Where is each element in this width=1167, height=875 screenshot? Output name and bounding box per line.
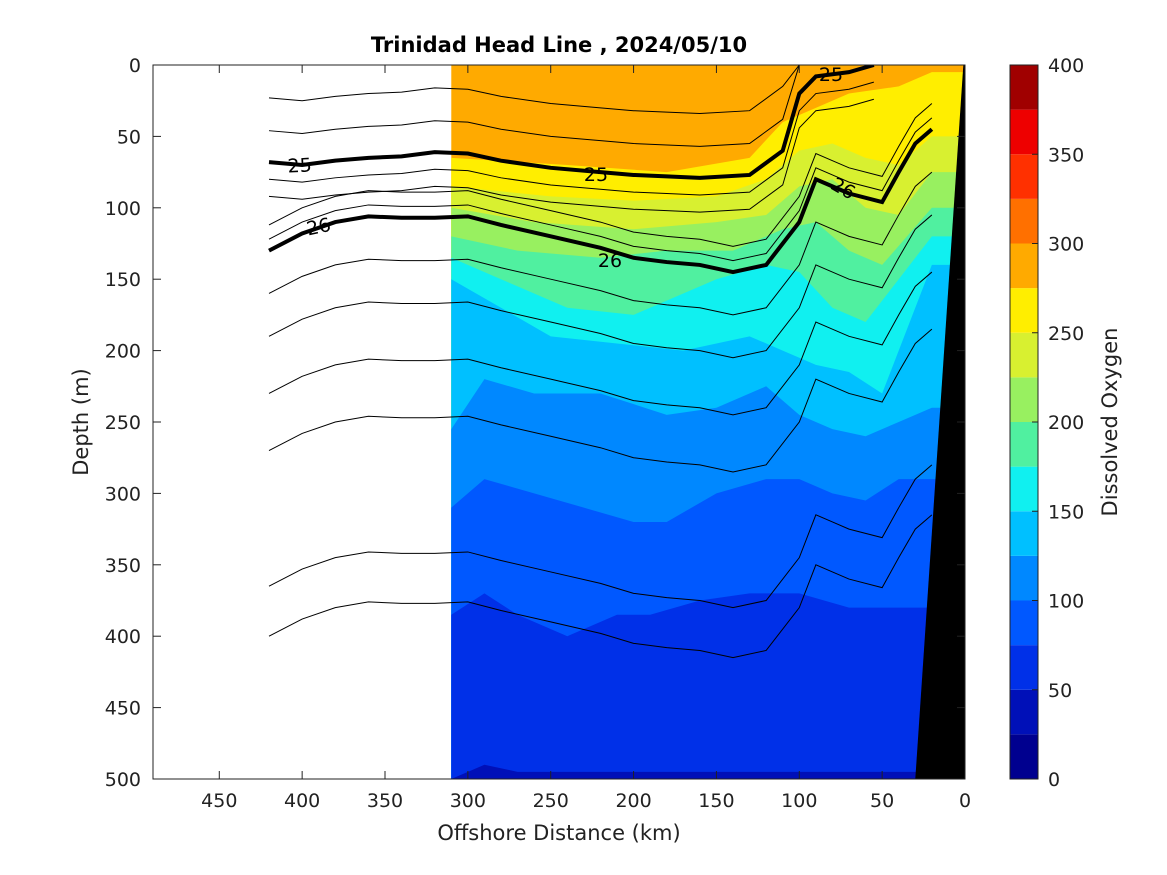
colorbar-tick-label: 300 bbox=[1048, 234, 1084, 256]
colorbar-swatch bbox=[1010, 377, 1038, 422]
isopycnal-26 bbox=[268, 127, 934, 275]
contour-label-26: 26 bbox=[598, 250, 622, 272]
colorbar-swatch bbox=[1010, 689, 1038, 735]
x-tick-label: 250 bbox=[533, 790, 569, 812]
x-axis-title: Offshore Distance (km) bbox=[437, 821, 680, 845]
x-tick-label: 0 bbox=[959, 790, 971, 812]
colorbar-tick-label: 50 bbox=[1048, 680, 1072, 702]
colorbar-swatch bbox=[1010, 198, 1038, 244]
seafloor bbox=[915, 65, 965, 779]
isopycnal-thin bbox=[268, 103, 933, 247]
thin-isopycnals bbox=[268, 65, 933, 659]
y-tick-label: 300 bbox=[105, 483, 141, 505]
colorbar-swatch bbox=[1010, 109, 1038, 155]
x-tick-label: 450 bbox=[201, 790, 237, 812]
bold-isopycnals bbox=[268, 65, 934, 275]
isopycnal-thin bbox=[268, 65, 874, 115]
chart-title: Trinidad Head Line , 2024/05/10 bbox=[371, 33, 747, 57]
colorbar-swatch bbox=[1010, 422, 1038, 467]
colorbar-swatch bbox=[1010, 511, 1038, 556]
isopycnal-thin bbox=[268, 271, 933, 416]
y-axis-ticks: 0 50 100 150 200 250 300 350 400 450 500 bbox=[105, 55, 965, 791]
isopycnal-thin bbox=[268, 98, 874, 213]
contour-labels: 25 25 25 26 26 26 bbox=[287, 64, 859, 272]
colorbar-tick-label: 400 bbox=[1048, 55, 1084, 77]
y-tick-label: 350 bbox=[105, 555, 141, 577]
x-axis-ticks: 450 400 350 300 250 200 150 100 50 0 bbox=[201, 65, 971, 812]
y-tick-label: 500 bbox=[105, 769, 141, 791]
colorbar-swatch bbox=[1010, 734, 1038, 779]
isopycnal-thin bbox=[268, 464, 933, 609]
contour-label-25: 25 bbox=[287, 154, 312, 177]
colorbar-ticks: 0 50 100 150 200 250 300 350 400 bbox=[1032, 55, 1084, 791]
contour-label-26: 26 bbox=[305, 214, 333, 241]
x-tick-label: 200 bbox=[615, 790, 651, 812]
isopycnal-25 bbox=[268, 65, 875, 180]
seafloor-bathymetry bbox=[915, 65, 965, 779]
isopycnal-thin bbox=[268, 171, 933, 316]
contour-label-25: 25 bbox=[819, 64, 843, 86]
colorbar bbox=[1010, 65, 1038, 779]
x-tick-label: 350 bbox=[367, 790, 403, 812]
y-tick-label: 100 bbox=[105, 198, 141, 220]
colorbar-swatch bbox=[1010, 466, 1038, 512]
isopycnal-thin bbox=[268, 65, 874, 147]
y-tick-label: 450 bbox=[105, 698, 141, 720]
colorbar-tick-label: 200 bbox=[1048, 412, 1084, 434]
y-tick-label: 250 bbox=[105, 412, 141, 434]
colorbar-tick-label: 0 bbox=[1048, 769, 1060, 791]
x-tick-label: 150 bbox=[698, 790, 734, 812]
oxygen-band-50 bbox=[451, 593, 965, 779]
y-tick-label: 200 bbox=[105, 341, 141, 363]
y-tick-label: 400 bbox=[105, 626, 141, 648]
isopycnal-thin bbox=[268, 81, 874, 196]
isopycnal-thin bbox=[268, 214, 933, 359]
contour-label-25: 25 bbox=[584, 164, 608, 186]
colorbar-swatch bbox=[1010, 600, 1038, 646]
colorbar-tick-label: 100 bbox=[1048, 591, 1084, 613]
x-tick-label: 100 bbox=[781, 790, 817, 812]
colorbar-tick-label: 150 bbox=[1048, 501, 1084, 523]
x-tick-label: 400 bbox=[284, 790, 320, 812]
isopycnal-thin bbox=[268, 514, 933, 659]
y-tick-label: 0 bbox=[129, 55, 141, 77]
oxygen-field bbox=[451, 65, 965, 779]
colorbar-swatch bbox=[1010, 65, 1038, 110]
isopycnal-thin bbox=[268, 328, 933, 473]
colorbar-swatch bbox=[1010, 555, 1038, 601]
x-tick-label: 50 bbox=[870, 790, 894, 812]
oxygen-band-25 bbox=[451, 764, 965, 779]
y-axis-title: Depth (m) bbox=[69, 368, 93, 475]
colorbar-swatch bbox=[1010, 332, 1038, 378]
colorbar-title: Dissolved Oxygen bbox=[1098, 328, 1122, 517]
x-tick-label: 300 bbox=[450, 790, 486, 812]
colorbar-tick-label: 250 bbox=[1048, 323, 1084, 345]
isopycnal-thin bbox=[268, 117, 933, 262]
colorbar-swatch bbox=[1010, 154, 1038, 199]
colorbar-swatch bbox=[1010, 288, 1038, 333]
colorbar-swatch bbox=[1010, 645, 1038, 690]
y-tick-label: 150 bbox=[105, 269, 141, 291]
colorbar-tick-label: 350 bbox=[1048, 144, 1084, 166]
y-tick-label: 50 bbox=[117, 126, 141, 148]
colorbar-swatch bbox=[1010, 243, 1038, 289]
